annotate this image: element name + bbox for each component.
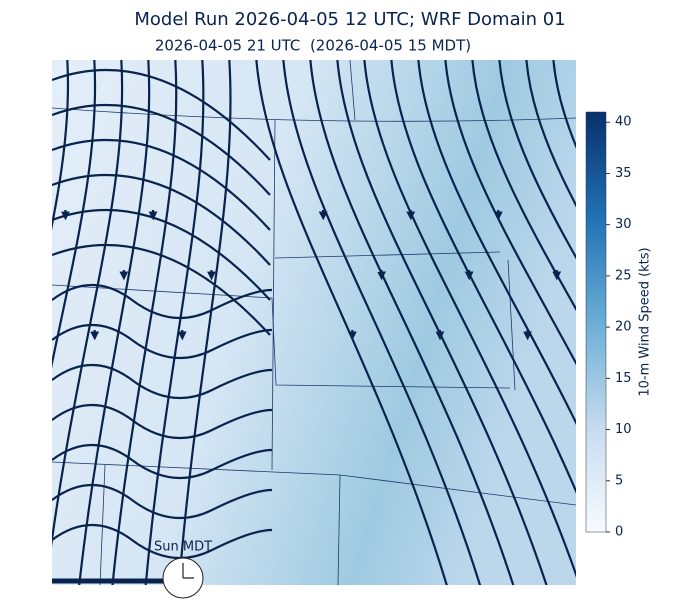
- colorbar-tick-label: 0: [615, 525, 623, 540]
- colorbar-tick-label: 35: [615, 166, 632, 181]
- subtitle: 2026-04-05 21 UTC (2026-04-05 15 MDT): [155, 37, 471, 55]
- colorbar-tick-label: 10: [615, 422, 632, 437]
- colorbar-tick-label: 15: [615, 371, 632, 386]
- colorbar-tick-label: 40: [615, 115, 632, 130]
- wind-field: [52, 60, 576, 585]
- streamline: [0, 55, 41, 600]
- colorbar-tick-label: 30: [615, 217, 632, 232]
- colorbar: [586, 112, 606, 532]
- colorbar-tick-label: 5: [615, 473, 623, 488]
- colorbar-label: 10-m Wind Speed (kts): [638, 247, 653, 396]
- colorbar-tick-label: 20: [615, 320, 632, 335]
- colorbar-ticks: 0 5 10 15 20 25 30 35 40: [606, 115, 632, 540]
- title: Model Run 2026-04-05 12 UTC; WRF Domain …: [134, 9, 565, 30]
- clock-label: Sun MDT: [154, 540, 212, 555]
- colorbar-tick-label: 25: [615, 268, 632, 283]
